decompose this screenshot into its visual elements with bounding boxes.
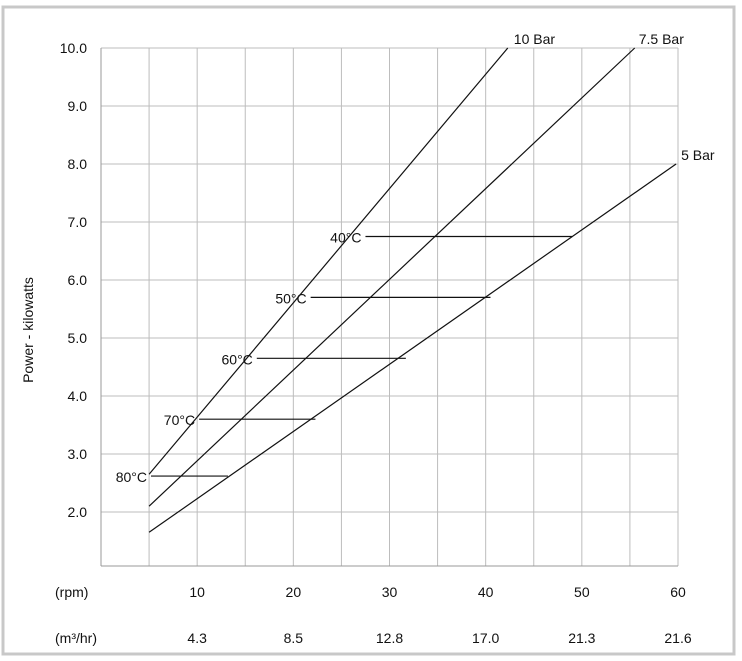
outer-border xyxy=(1,5,736,656)
series-line-7-5-bar xyxy=(148,47,636,507)
x-tick-label: 50 xyxy=(574,584,590,600)
x-tick-label: 4.3 xyxy=(187,630,207,646)
y-axis-title: Power - kilowatts xyxy=(20,277,36,383)
temperature-label: 70°C xyxy=(164,412,195,428)
y-tick-label: 8.0 xyxy=(68,156,88,172)
y-tick-label: 5.0 xyxy=(68,330,88,346)
series-line-10-bar xyxy=(148,47,509,475)
x-row-label: (m³/hr) xyxy=(55,630,97,646)
y-tick-label: 9.0 xyxy=(68,98,88,114)
y-tick-label: 10.0 xyxy=(60,40,87,56)
y-tick-label: 3.0 xyxy=(68,446,88,462)
temperature-label: 40°C xyxy=(330,230,361,246)
series-label: 10 Bar xyxy=(514,31,556,47)
temperature-label: 80°C xyxy=(116,469,147,485)
y-tick-label: 6.0 xyxy=(68,272,88,288)
x-tick-label: 30 xyxy=(382,584,398,600)
y-tick-label: 4.0 xyxy=(68,388,88,404)
x-tick-label: 60 xyxy=(670,584,686,600)
x-tick-label: 10 xyxy=(189,584,205,600)
series-line-5-bar xyxy=(148,163,677,533)
temperature-label: 60°C xyxy=(222,351,253,367)
x-tick-label: 21.3 xyxy=(568,630,595,646)
series-label: 5 Bar xyxy=(681,147,715,163)
y-tick-label: 2.0 xyxy=(68,504,88,520)
x-tick-label: 40 xyxy=(478,584,494,600)
x-tick-label: 8.5 xyxy=(284,630,304,646)
x-tick-label: 20 xyxy=(286,584,302,600)
x-tick-label: 21.6 xyxy=(664,630,691,646)
series-label: 7.5 Bar xyxy=(639,31,684,47)
temperature-label: 50°C xyxy=(275,290,306,306)
x-row-label: (rpm) xyxy=(55,584,88,600)
y-tick-label: 7.0 xyxy=(68,214,88,230)
x-tick-label: 12.8 xyxy=(376,630,403,646)
x-tick-label: 17.0 xyxy=(472,630,499,646)
